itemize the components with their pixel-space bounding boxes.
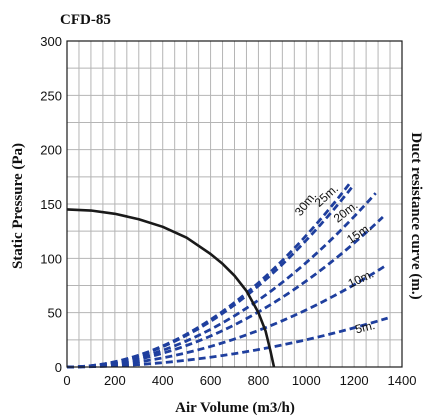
duct-curve-5m — [66, 316, 389, 369]
duct-curve-15m — [66, 216, 384, 369]
tick-labels: 0 200 400 600 800 1000 1200 1400 0 50 100 150 200 250… — [40, 34, 416, 388]
y-tick-label: 250 — [40, 88, 62, 103]
y-tick-label: 50 — [48, 306, 62, 321]
y-tick-label: 300 — [40, 34, 62, 49]
fan-performance-curve — [66, 208, 276, 368]
x-tick-label: 600 — [200, 373, 222, 388]
y-tick-label: 200 — [40, 143, 62, 158]
grid — [67, 41, 402, 367]
duct-label-10m: 10m. — [346, 267, 376, 291]
y-axis-label: Static Pressure (Pa) — [10, 143, 26, 269]
right-axis-label: Duct resistance curve (m.) — [408, 132, 424, 299]
duct-curve-20m — [66, 192, 377, 369]
chart-title: CFD-85 — [60, 12, 111, 28]
x-axis-label: Air Volume (m3/h) — [175, 400, 295, 416]
x-tick-label: 1200 — [340, 373, 369, 388]
x-tick-label: 1000 — [292, 373, 321, 388]
y-tick-label: 0 — [55, 360, 62, 375]
y-tick-label: 100 — [40, 251, 62, 266]
duct-label-5m: 5m. — [354, 318, 377, 336]
x-tick-label: 200 — [104, 373, 126, 388]
y-tick-label: 150 — [40, 197, 62, 212]
series — [66, 181, 389, 369]
x-tick-label: 1400 — [388, 373, 417, 388]
x-tick-label: 400 — [152, 373, 174, 388]
plot-frame — [66, 40, 403, 368]
x-tick-label: 800 — [248, 373, 270, 388]
x-tick-label: 0 — [63, 373, 70, 388]
duct-curve-10m — [66, 264, 386, 369]
